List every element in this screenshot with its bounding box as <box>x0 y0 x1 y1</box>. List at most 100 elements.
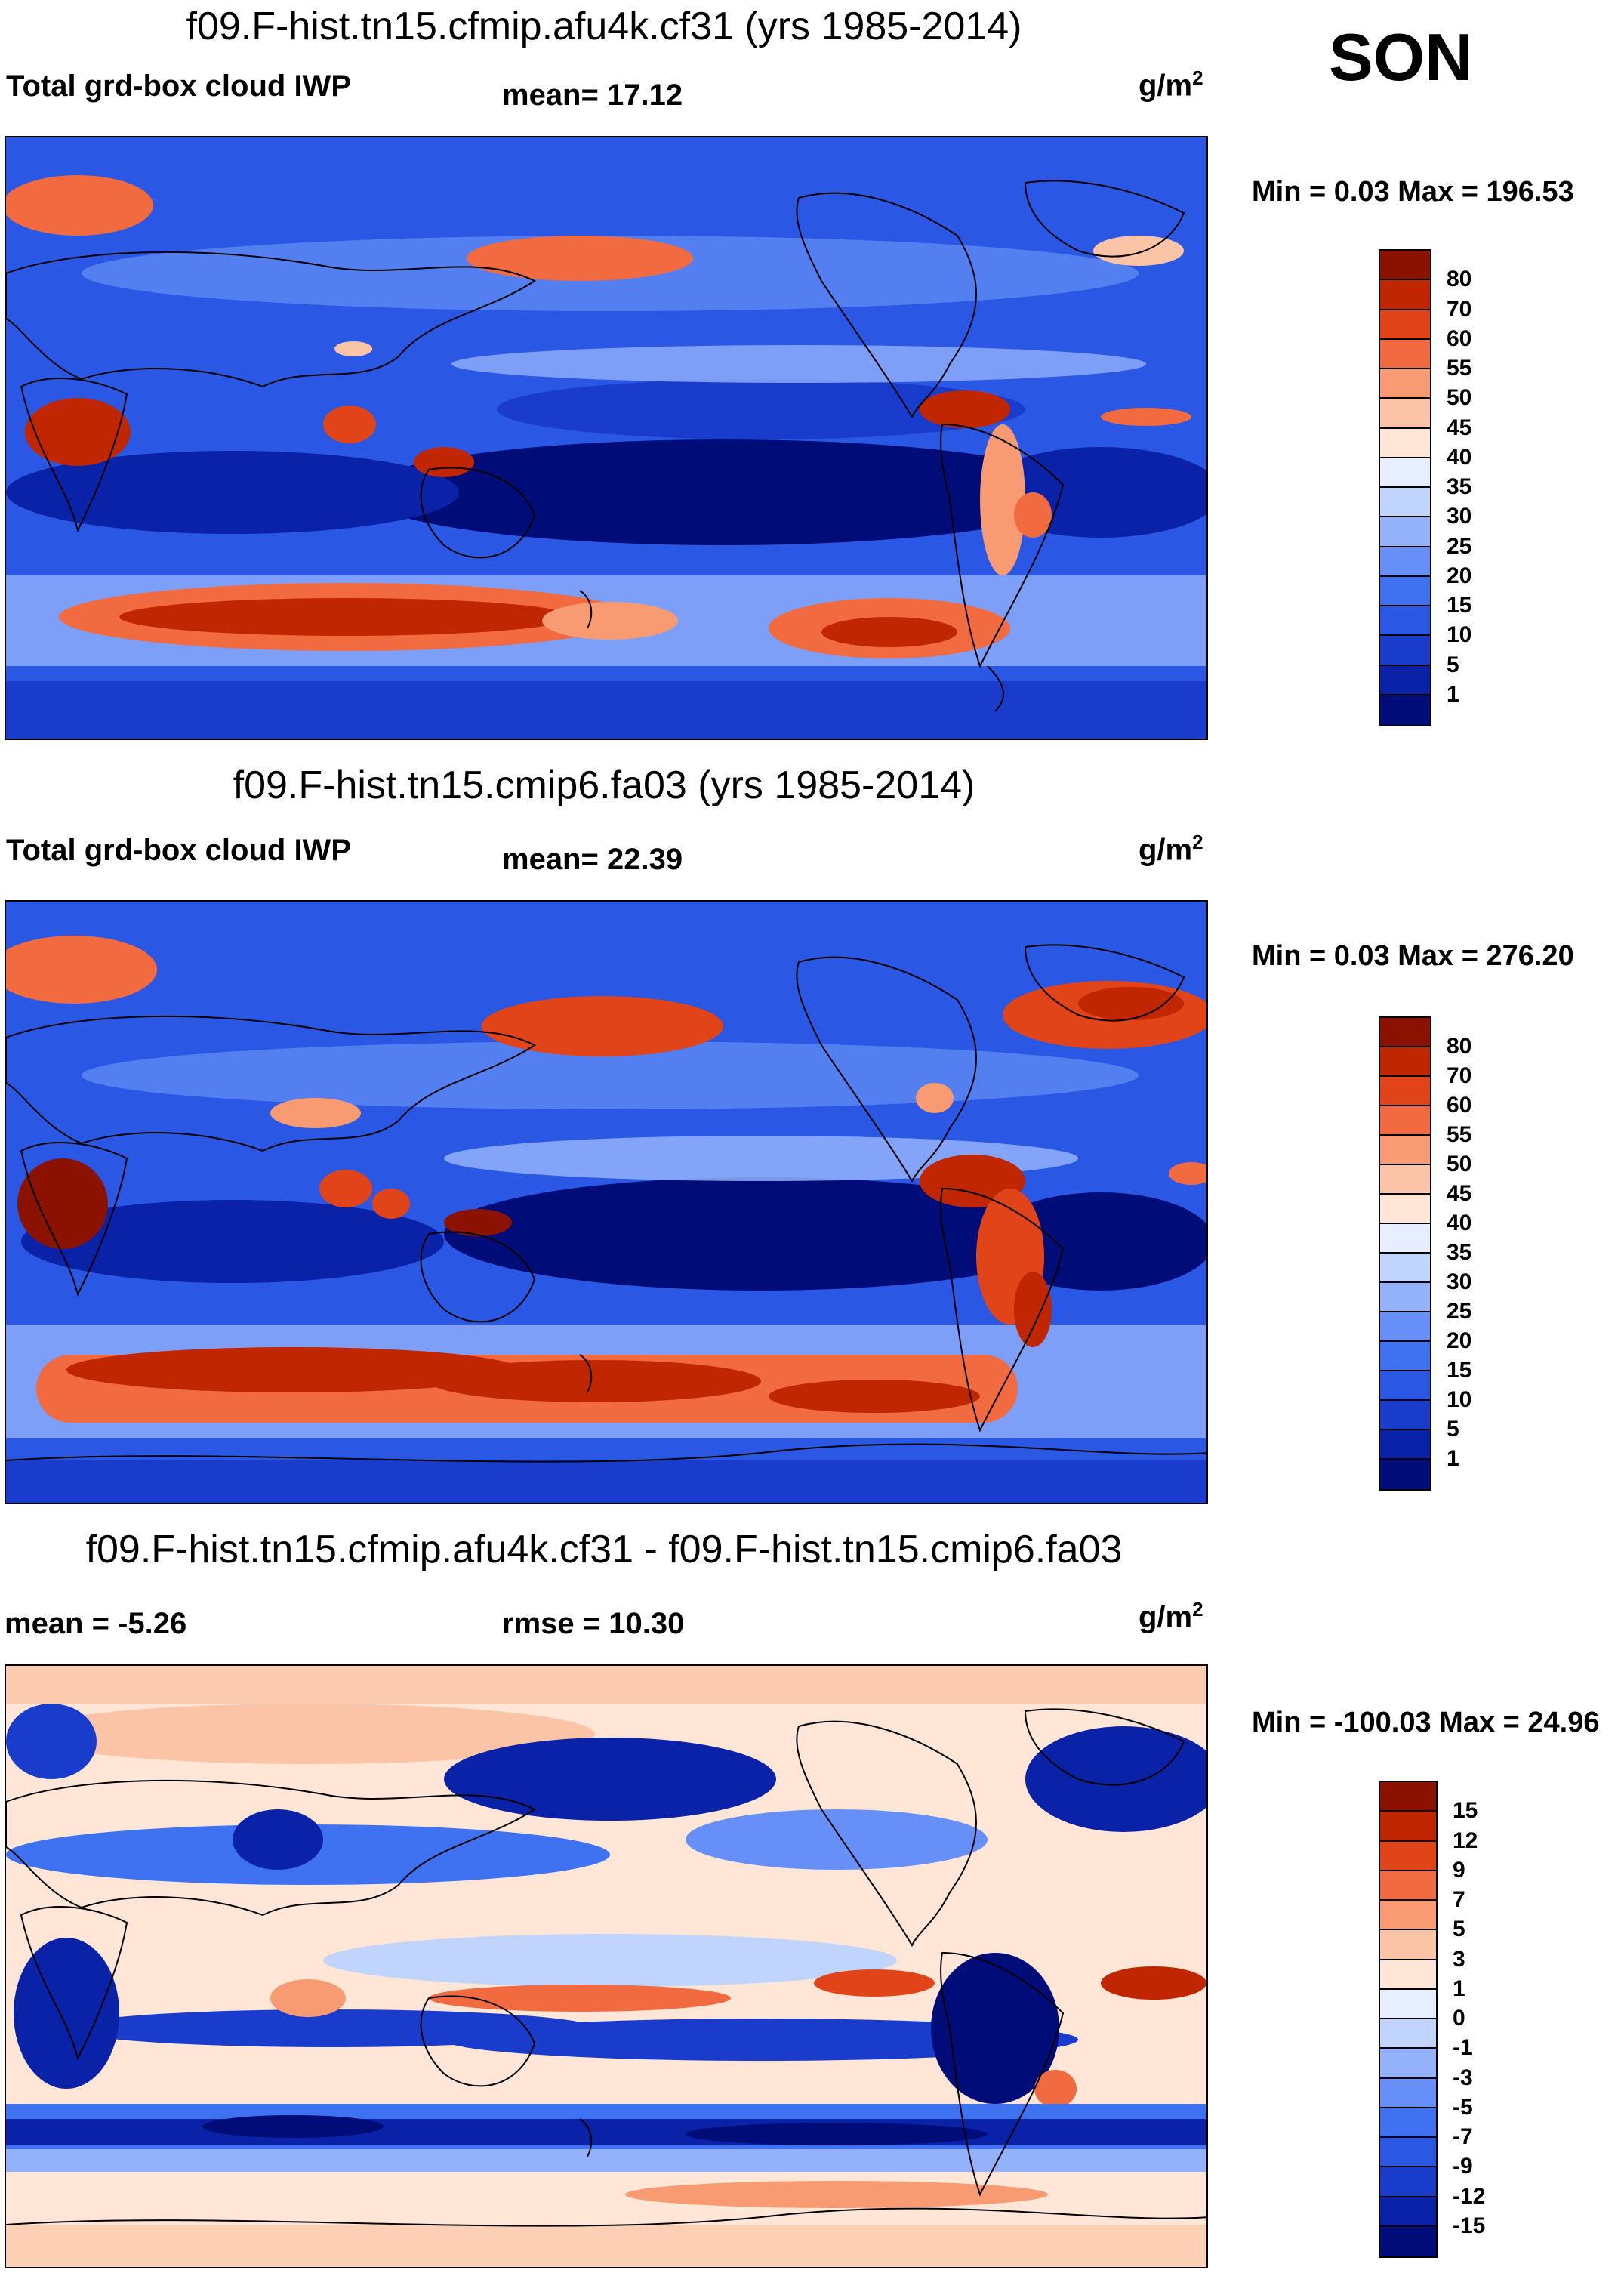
colorbar-box <box>1380 1460 1430 1489</box>
colorbar-tick-label: 20 <box>1447 563 1472 588</box>
season-label: SON <box>1329 20 1473 94</box>
colorbar-tick-label: 15 <box>1447 1358 1472 1383</box>
colorbar-tick-label: 3 <box>1453 1946 1465 1972</box>
colorbar-tick-label: 10 <box>1447 622 1472 648</box>
colorbar-tick-label: 60 <box>1447 1093 1472 1118</box>
colorbar-box <box>1380 2167 1436 2197</box>
colorbar-box <box>1380 251 1430 281</box>
colorbar-box <box>1380 665 1430 695</box>
colorbar-box <box>1380 2226 1436 2256</box>
colorbar-box <box>1380 1841 1436 1871</box>
colorbar-box <box>1380 1901 1436 1931</box>
colorbar-box <box>1380 1930 1436 1960</box>
panel-2-variable-label: Total grd-box cloud IWP <box>6 834 351 867</box>
colorbar-tick-label: 0 <box>1453 2006 1465 2031</box>
panel-1-title: f09.F-hist.tn15.cfmip.afu4k.cf31 (yrs 19… <box>186 5 1022 48</box>
colorbar-box <box>1380 1371 1430 1401</box>
colorbar-box <box>1380 1871 1436 1901</box>
panel-2-minmax: Min = 0.03 Max = 276.20 <box>1252 940 1574 972</box>
colorbar-tick-label: 10 <box>1447 1387 1472 1412</box>
colorbar-tick-label: 5 <box>1447 652 1459 677</box>
colorbar-box <box>1380 2197 1436 2227</box>
colorbar-box <box>1380 428 1430 458</box>
colorbar-box <box>1380 1224 1430 1254</box>
colorbar-box <box>1380 2049 1436 2079</box>
colorbar-tick-label: 5 <box>1453 1917 1465 1942</box>
colorbar-box <box>1380 2138 1436 2168</box>
colorbar-tick-label: 55 <box>1447 1122 1472 1147</box>
colorbar-tick-label: 20 <box>1447 1328 1472 1353</box>
panel-1-map <box>5 136 1208 740</box>
colorbar-box <box>1380 1430 1430 1460</box>
colorbar-box <box>1380 1077 1430 1106</box>
panel-2-units: g/m2 <box>1139 831 1203 867</box>
colorbar-box <box>1380 1342 1430 1371</box>
colorbar-box <box>1380 310 1430 340</box>
colorbar-box <box>1380 399 1430 429</box>
panel-1-heatmap <box>6 137 1206 739</box>
panel-2-title: f09.F-hist.tn15.cmip6.fa03 (yrs 1985-201… <box>233 763 975 807</box>
colorbar-box <box>1380 695 1430 725</box>
colorbar-box <box>1380 1312 1430 1342</box>
colorbar-tick-label: 50 <box>1447 385 1472 411</box>
colorbar-box <box>1380 488 1430 518</box>
colorbar-tick-label: 55 <box>1447 356 1472 381</box>
colorbar-box <box>1380 1018 1430 1047</box>
colorbar-tick-label: -3 <box>1453 2065 1473 2090</box>
colorbar-tick-label: 80 <box>1447 267 1472 292</box>
panel-3-mean-label: mean = -5.26 <box>5 1607 187 1640</box>
panel-3-rmse-label: rmse = 10.30 <box>502 1607 685 1640</box>
colorbar-box <box>1380 1283 1430 1312</box>
colorbar-tick-label: -15 <box>1453 2213 1486 2238</box>
colorbar-tick-label: 70 <box>1447 296 1472 322</box>
colorbar-box <box>1380 1812 1436 1842</box>
colorbar-tick-label: 40 <box>1447 1211 1472 1235</box>
colorbar-box <box>1380 1165 1430 1195</box>
colorbar-tick-label: 15 <box>1453 1798 1478 1824</box>
panel-1-mean-label: mean= 17.12 <box>502 79 683 112</box>
colorbar-tick-label: 35 <box>1447 1240 1472 1265</box>
colorbar-tick-label: -12 <box>1453 2183 1486 2209</box>
colorbar-box <box>1380 280 1430 310</box>
panel-2-colorbar: 80 70 60 55 50 45 40 35 30 25 20 15 10 5 1 <box>1379 1016 1471 1491</box>
colorbar-tick-label: 7 <box>1453 1887 1465 1912</box>
colorbar-tick-label: 45 <box>1447 415 1472 440</box>
colorbar-box <box>1380 1136 1430 1165</box>
colorbar-tick-label: 70 <box>1447 1063 1472 1088</box>
colorbar-tick-label: 40 <box>1447 444 1472 470</box>
colorbar-tick-label: 45 <box>1447 1181 1472 1206</box>
panel-2-mean-label: mean= 22.39 <box>502 843 683 876</box>
colorbar-tick-label: 30 <box>1447 1269 1472 1294</box>
colorbar-box <box>1380 576 1430 606</box>
panel-3-minmax: Min = -100.03 Max = 24.96 <box>1252 1707 1600 1738</box>
colorbar-box <box>1380 2078 1436 2108</box>
colorbar-tick-label: 30 <box>1447 504 1472 529</box>
colorbar-box <box>1380 606 1430 637</box>
colorbar-tick-label: 60 <box>1447 325 1472 351</box>
colorbar-box <box>1380 547 1430 577</box>
colorbar-box <box>1380 1106 1430 1136</box>
panel-2-map <box>5 900 1208 1504</box>
panel-1-variable-label: Total grd-box cloud IWP <box>6 69 351 103</box>
panel-3-title: f09.F-hist.tn15.cfmip.afu4k.cf31 - f09.F… <box>85 1528 1123 1571</box>
panel-2-heatmap <box>6 902 1206 1503</box>
colorbar-tick-label: -5 <box>1453 2094 1473 2120</box>
colorbar-box <box>1380 1195 1430 1224</box>
colorbar-tick-label: 5 <box>1447 1417 1459 1442</box>
colorbar-box <box>1380 339 1430 369</box>
colorbar-box <box>1380 1047 1430 1077</box>
colorbar-box <box>1380 1254 1430 1283</box>
panel-1-minmax: Min = 0.03 Max = 196.53 <box>1252 176 1574 208</box>
colorbar-tick-label: 12 <box>1453 1827 1478 1853</box>
panel-1-units: g/m2 <box>1139 66 1203 103</box>
panel-3-heatmap <box>6 1666 1206 2267</box>
colorbar-tick-label: 15 <box>1447 593 1472 618</box>
panel-1-colorbar: 80 70 60 55 50 45 40 35 30 25 20 15 10 5 1 <box>1379 249 1471 726</box>
colorbar-box <box>1380 369 1430 399</box>
colorbar-box <box>1380 2019 1436 2049</box>
colorbar-tick-label: -1 <box>1453 2035 1473 2061</box>
colorbar-tick-label: 50 <box>1447 1152 1472 1177</box>
colorbar-tick-label: 1 <box>1453 1975 1465 2001</box>
colorbar-tick-label: 35 <box>1447 474 1472 499</box>
colorbar-tick-label: 1 <box>1447 1446 1459 1471</box>
